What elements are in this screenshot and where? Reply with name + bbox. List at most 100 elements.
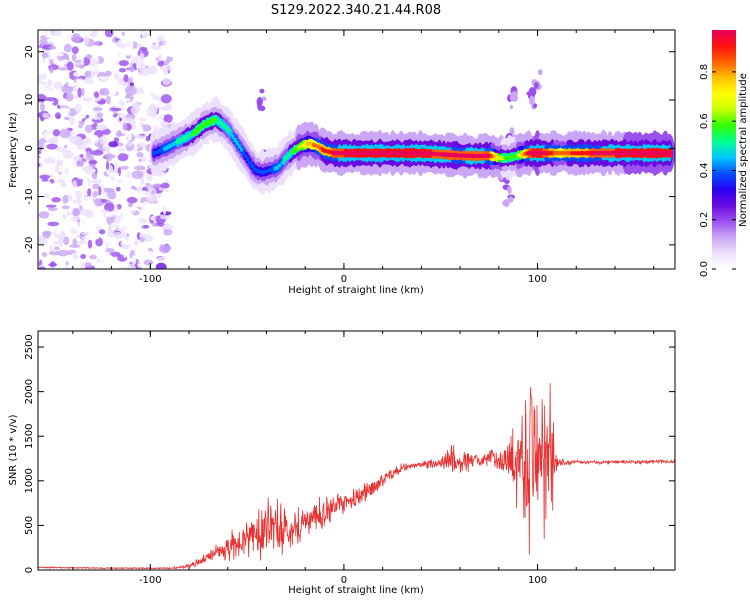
noise-blob bbox=[73, 265, 79, 269]
noise-blob bbox=[110, 178, 120, 188]
noise-blob bbox=[71, 180, 78, 189]
noise-blob bbox=[159, 244, 171, 254]
noise-blob bbox=[42, 193, 50, 199]
noise-blob bbox=[70, 215, 81, 222]
noise-blob bbox=[118, 67, 127, 73]
noise-blob bbox=[118, 60, 130, 67]
noise-blob bbox=[114, 72, 120, 80]
noise-blob bbox=[74, 113, 84, 121]
figure-title: S129.2022.340.21.44.R08 bbox=[271, 3, 441, 18]
ridge-cell bbox=[523, 151, 527, 157]
noise-blob bbox=[121, 98, 131, 102]
ridge-cell bbox=[529, 150, 533, 156]
noise-blob bbox=[38, 211, 50, 219]
noise-blob bbox=[113, 215, 122, 224]
noise-blob bbox=[126, 117, 133, 122]
noise-blob bbox=[126, 131, 132, 142]
noise-blob bbox=[102, 145, 111, 151]
ridge-cell bbox=[527, 150, 531, 156]
noise-blob bbox=[38, 134, 45, 139]
noise-blob bbox=[49, 45, 57, 50]
ridge-cell bbox=[412, 150, 416, 156]
noise-blob bbox=[44, 97, 57, 102]
noise-blob bbox=[130, 106, 139, 115]
colorbar-tick-label: 0.4 bbox=[699, 162, 710, 178]
noise-blob bbox=[58, 186, 70, 192]
spectrogram-heatmap bbox=[38, 30, 675, 269]
noise-blob bbox=[72, 237, 77, 247]
noise-blob bbox=[119, 52, 124, 61]
noise-blob bbox=[122, 208, 128, 216]
snr-background bbox=[38, 331, 675, 570]
scatter-blob bbox=[261, 96, 267, 102]
noise-blob bbox=[121, 31, 125, 36]
noise-blob bbox=[98, 186, 102, 196]
noise-blob bbox=[104, 70, 112, 77]
noise-blob bbox=[163, 205, 167, 216]
noise-blob bbox=[160, 182, 170, 189]
ridge-cell bbox=[480, 153, 484, 158]
y-tick-label: 2000 bbox=[24, 379, 35, 404]
noise-blob bbox=[38, 83, 46, 92]
noise-blob bbox=[72, 155, 82, 162]
noise-blob bbox=[135, 142, 147, 148]
scatter-blob bbox=[259, 88, 265, 94]
noise-blob bbox=[105, 160, 109, 171]
noise-blob bbox=[117, 153, 129, 162]
noise-blob bbox=[45, 32, 50, 38]
noise-blob bbox=[93, 41, 100, 46]
colorbar-ticks: 0.0 0.2 0.4 0.6 0.8 bbox=[699, 64, 736, 277]
x-tick-label: 100 bbox=[528, 274, 547, 285]
noise-blob bbox=[73, 71, 81, 77]
noise-blob bbox=[150, 92, 155, 97]
noise-blob bbox=[51, 136, 59, 145]
noise-blob bbox=[48, 250, 61, 256]
ridge-cell bbox=[557, 150, 561, 156]
noise-blob bbox=[142, 190, 146, 198]
noise-blob bbox=[99, 229, 106, 235]
noise-blob bbox=[156, 30, 166, 37]
y-tick-label: 10 bbox=[24, 94, 35, 107]
noise-blob bbox=[139, 237, 146, 243]
noise-blob bbox=[62, 150, 74, 159]
noise-blob bbox=[59, 107, 71, 116]
noise-blob bbox=[116, 39, 123, 48]
noise-blob bbox=[162, 77, 171, 86]
noise-blob bbox=[107, 241, 116, 250]
noise-blob bbox=[72, 208, 80, 217]
noise-blob bbox=[67, 81, 77, 88]
noise-blob bbox=[138, 158, 142, 163]
noise-blob bbox=[113, 137, 120, 143]
noise-blob bbox=[133, 207, 139, 212]
noise-blob bbox=[108, 84, 119, 95]
noise-blob bbox=[76, 248, 86, 253]
noise-blob bbox=[71, 199, 83, 204]
noise-blob bbox=[60, 208, 68, 213]
noise-blob bbox=[57, 178, 66, 184]
noise-blob bbox=[121, 236, 133, 246]
noise-blob bbox=[71, 42, 77, 47]
noise-blob bbox=[139, 82, 150, 88]
ridge-cell bbox=[371, 150, 376, 156]
noise-blob bbox=[146, 193, 158, 203]
ridge-cell bbox=[542, 150, 546, 156]
noise-blob bbox=[150, 49, 158, 59]
noise-blob bbox=[135, 125, 144, 134]
noise-blob bbox=[47, 221, 60, 227]
noise-blob bbox=[133, 165, 146, 171]
noise-blob bbox=[136, 43, 143, 48]
noise-blob bbox=[63, 43, 72, 53]
scatter-blob bbox=[509, 104, 513, 110]
noise-blob bbox=[85, 165, 93, 175]
noise-blob bbox=[63, 236, 70, 246]
x-tick-label: 100 bbox=[528, 575, 547, 586]
noise-blob bbox=[137, 245, 143, 251]
noise-blob bbox=[124, 85, 137, 96]
noise-blob bbox=[91, 172, 98, 180]
noise-blob bbox=[134, 251, 144, 256]
noise-blob bbox=[141, 40, 150, 48]
noise-blob bbox=[51, 197, 61, 203]
noise-blob bbox=[38, 65, 48, 75]
noise-blob bbox=[86, 150, 91, 157]
